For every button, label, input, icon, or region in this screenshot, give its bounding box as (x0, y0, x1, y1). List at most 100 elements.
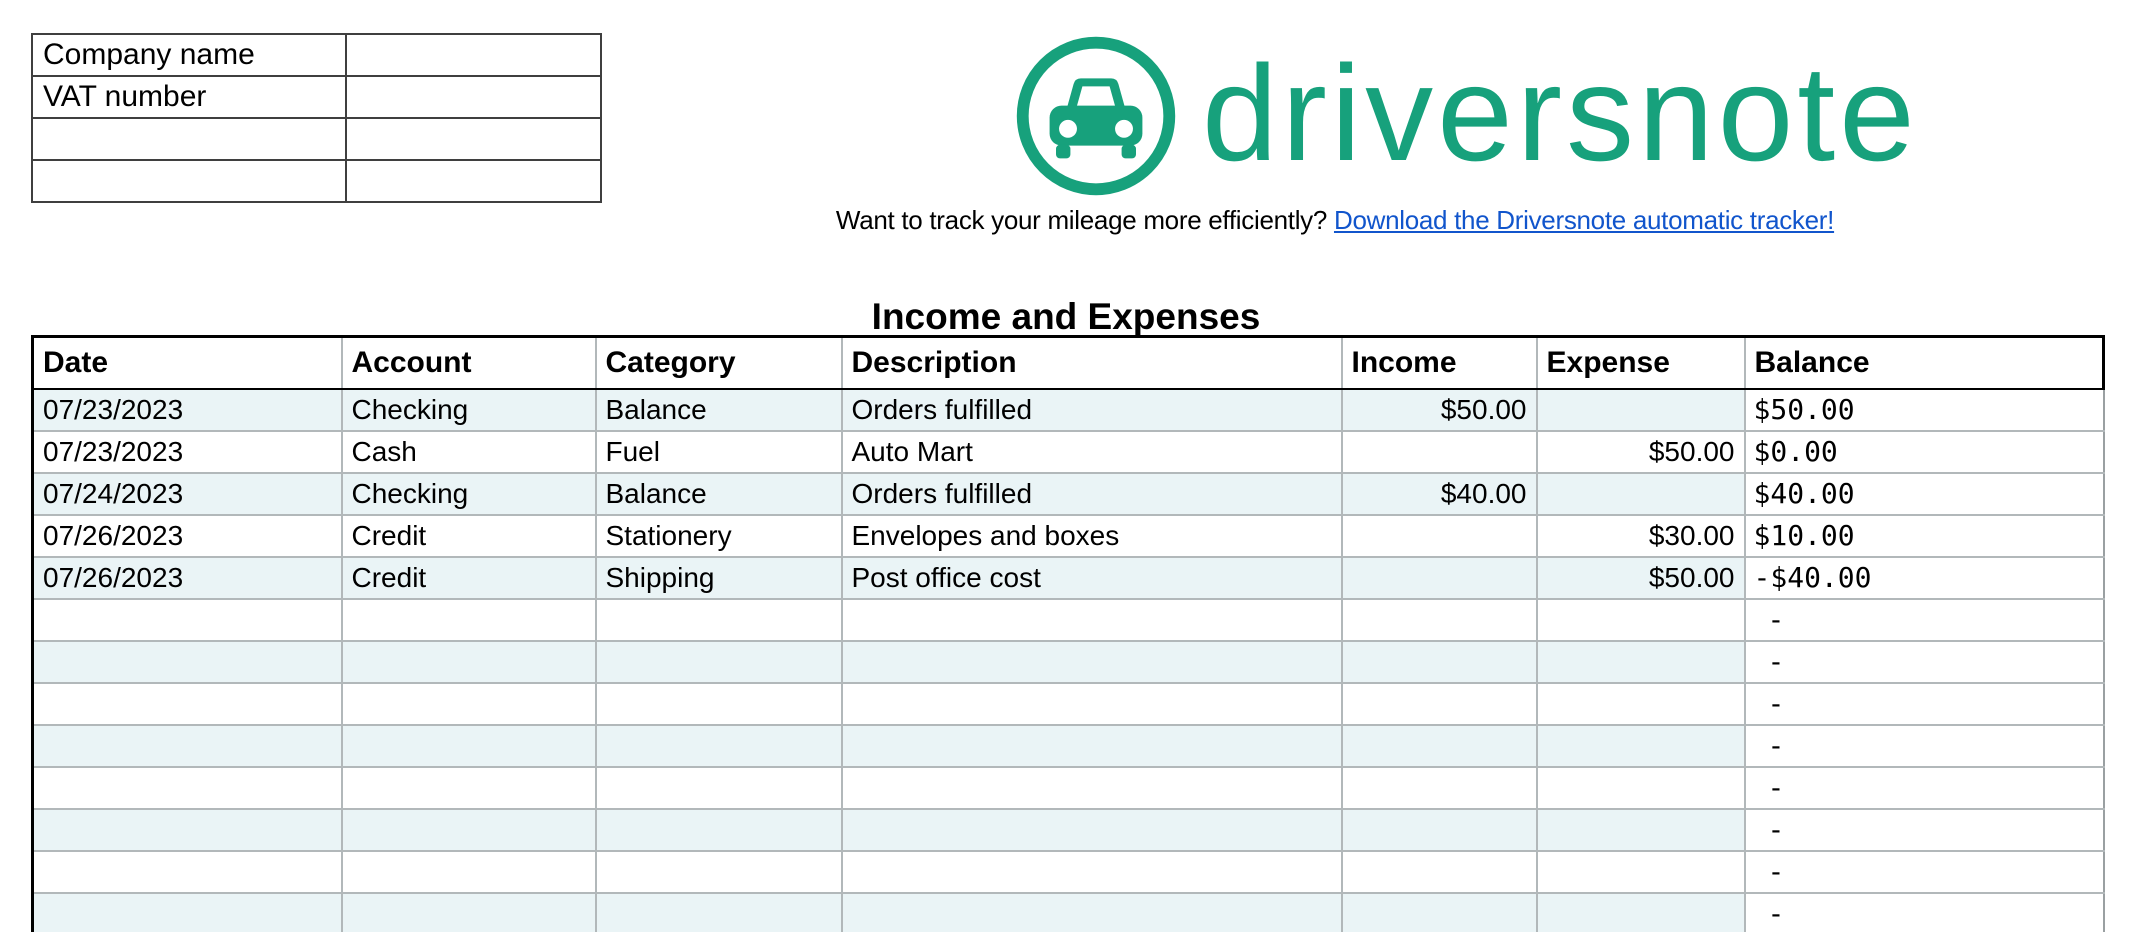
cell-income[interactable] (1340, 807, 1538, 852)
cell-expense[interactable]: $50.00 (1535, 429, 1746, 474)
cell-account[interactable] (340, 765, 597, 810)
cell-expense[interactable] (1535, 891, 1746, 932)
cell-description[interactable]: Post office cost (840, 555, 1343, 600)
cell-description[interactable] (840, 681, 1343, 726)
cell-description[interactable] (840, 891, 1343, 932)
cell-date[interactable]: 07/24/2023 (31, 471, 343, 516)
cell-income[interactable] (1340, 513, 1538, 558)
cell-expense[interactable] (1535, 849, 1746, 894)
company-info-table: Company name VAT number (31, 33, 602, 203)
cell-description[interactable] (840, 849, 1343, 894)
cell-date[interactable]: 07/26/2023 (31, 555, 343, 600)
cell-date[interactable]: 07/23/2023 (31, 429, 343, 474)
cell-category[interactable] (594, 891, 843, 932)
cell-account[interactable] (340, 639, 597, 684)
cell-balance[interactable]: - (1743, 597, 2105, 642)
cell-expense[interactable]: $50.00 (1535, 555, 1746, 600)
cell-expense[interactable] (1535, 387, 1746, 432)
cell-description[interactable]: Envelopes and boxes (840, 513, 1343, 558)
cell-date[interactable] (31, 765, 343, 810)
cell-balance[interactable]: -$40.00 (1743, 555, 2105, 600)
cell-date[interactable] (31, 597, 343, 642)
cell-expense[interactable] (1535, 471, 1746, 516)
cell-description[interactable] (840, 723, 1343, 768)
cell-date[interactable] (31, 807, 343, 852)
cell-income[interactable] (1340, 681, 1538, 726)
cell-income[interactable] (1340, 429, 1538, 474)
cell-account[interactable]: Checking (340, 471, 597, 516)
cell-category[interactable] (594, 807, 843, 852)
cell-account[interactable]: Checking (340, 387, 597, 432)
cell-account[interactable] (340, 597, 597, 642)
cell-expense[interactable] (1535, 807, 1746, 852)
cell-income[interactable] (1340, 555, 1538, 600)
cell-account[interactable]: Credit (340, 513, 597, 558)
cell-description[interactable] (840, 765, 1343, 810)
cell-income[interactable]: $50.00 (1340, 387, 1538, 432)
cell-date[interactable] (31, 891, 343, 932)
cell-account[interactable] (340, 849, 597, 894)
cell-category[interactable] (594, 681, 843, 726)
cell-income[interactable] (1340, 723, 1538, 768)
cell-income[interactable] (1340, 597, 1538, 642)
cell-description[interactable] (840, 597, 1343, 642)
cell-expense[interactable]: $30.00 (1535, 513, 1746, 558)
cell-date[interactable] (31, 639, 343, 684)
cell-account[interactable]: Credit (340, 555, 597, 600)
cell-category[interactable] (594, 765, 843, 810)
cell-balance[interactable]: $50.00 (1743, 387, 2105, 432)
cell-expense[interactable] (1535, 765, 1746, 810)
cell-date[interactable] (31, 849, 343, 894)
cell-balance[interactable]: $0.00 (1743, 429, 2105, 474)
cell-expense[interactable] (1535, 597, 1746, 642)
company-info-value-cell[interactable] (345, 75, 602, 119)
table-row: - (31, 807, 2105, 852)
cell-category[interactable] (594, 723, 843, 768)
cell-expense[interactable] (1535, 681, 1746, 726)
cell-income[interactable] (1340, 639, 1538, 684)
cell-category[interactable]: Balance (594, 387, 843, 432)
cell-date[interactable] (31, 723, 343, 768)
cell-category[interactable]: Balance (594, 471, 843, 516)
cell-balance[interactable]: - (1743, 891, 2105, 932)
cell-date[interactable] (31, 681, 343, 726)
cell-category[interactable] (594, 639, 843, 684)
company-info-value-cell[interactable] (345, 117, 602, 161)
cell-expense[interactable] (1535, 639, 1746, 684)
cell-income[interactable] (1340, 765, 1538, 810)
cell-description[interactable] (840, 807, 1343, 852)
cell-account[interactable] (340, 681, 597, 726)
company-info-row: Company name (31, 33, 602, 77)
download-tracker-link[interactable]: Download the Driversnote automatic track… (1333, 205, 1835, 235)
cell-balance[interactable]: $10.00 (1743, 513, 2105, 558)
cell-description[interactable]: Orders fulfilled (840, 471, 1343, 516)
cell-account[interactable]: Cash (340, 429, 597, 474)
cell-date[interactable]: 07/26/2023 (31, 513, 343, 558)
cell-balance[interactable]: - (1743, 681, 2105, 726)
cell-category[interactable] (594, 849, 843, 894)
cell-category[interactable] (594, 597, 843, 642)
cell-account[interactable] (340, 891, 597, 932)
company-info-value-cell[interactable] (345, 33, 602, 77)
cell-income[interactable]: $40.00 (1340, 471, 1538, 516)
cell-description[interactable]: Orders fulfilled (840, 387, 1343, 432)
cell-balance[interactable]: $40.00 (1743, 471, 2105, 516)
cell-balance[interactable]: - (1743, 723, 2105, 768)
cell-expense[interactable] (1535, 723, 1746, 768)
cell-description[interactable]: Auto Mart (840, 429, 1343, 474)
cell-category[interactable]: Fuel (594, 429, 843, 474)
cell-income[interactable] (1340, 849, 1538, 894)
company-info-value-cell[interactable] (345, 159, 602, 203)
column-header-account: Account (340, 335, 597, 390)
cell-balance[interactable]: - (1743, 639, 2105, 684)
cell-balance[interactable]: - (1743, 849, 2105, 894)
cell-date[interactable]: 07/23/2023 (31, 387, 343, 432)
cell-category[interactable]: Stationery (594, 513, 843, 558)
cell-income[interactable] (1340, 891, 1538, 932)
cell-description[interactable] (840, 639, 1343, 684)
cell-account[interactable] (340, 723, 597, 768)
cell-balance[interactable]: - (1743, 807, 2105, 852)
cell-category[interactable]: Shipping (594, 555, 843, 600)
cell-balance[interactable]: - (1743, 765, 2105, 810)
cell-account[interactable] (340, 807, 597, 852)
